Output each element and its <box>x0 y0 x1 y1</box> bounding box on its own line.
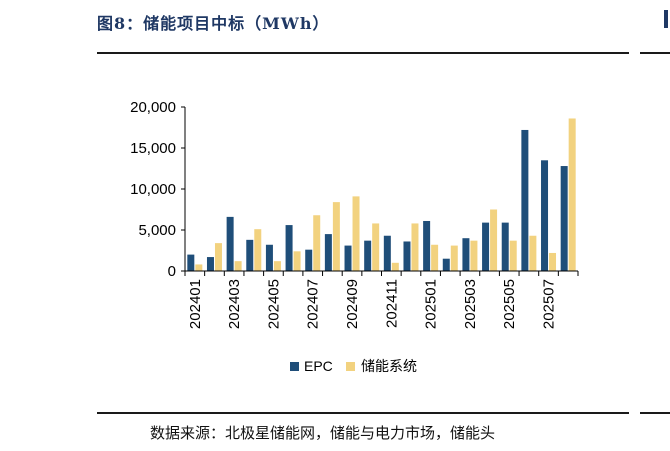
x-tick-label: 202505 <box>501 279 518 329</box>
bar-epc-202405 <box>265 244 273 271</box>
x-tick-label: 202401 <box>187 279 204 329</box>
bar-storage-202411 <box>391 262 399 271</box>
bar-storage-202407 <box>313 215 321 271</box>
next-column-marker <box>664 10 668 28</box>
x-tick-label: 202507 <box>541 279 558 329</box>
y-tick-label: 15,000 <box>130 140 176 157</box>
bar-storage-202409 <box>352 196 360 271</box>
bar-epc-202504 <box>482 222 490 271</box>
x-tick-label: 202403 <box>226 279 243 329</box>
bar-storage-202501 <box>431 244 439 271</box>
x-tick-label: 202503 <box>462 279 479 329</box>
bar-storage-202410 <box>372 223 380 271</box>
bar-storage-202503 <box>470 240 478 271</box>
bar-epc-202411 <box>383 235 391 271</box>
bar-epc-202501 <box>423 220 431 271</box>
bar-storage-202508 <box>568 118 576 271</box>
source-note: 数据来源：北极星储能网，储能与电力市场，储能头 <box>150 424 496 442</box>
bar-epc-202505 <box>501 222 509 271</box>
bar-epc-202503 <box>462 238 470 271</box>
legend: EPC 储能系统 <box>290 358 417 374</box>
bar-epc-202506 <box>521 129 529 271</box>
bar-storage-202507 <box>549 252 557 271</box>
bar-storage-202405 <box>273 261 281 271</box>
bar-storage-202403 <box>234 261 242 271</box>
bar-series <box>187 118 576 271</box>
bar-storage-202404 <box>254 229 262 271</box>
legend-label-storage: 储能系统 <box>361 358 417 374</box>
bar-storage-202412 <box>411 223 419 271</box>
legend-swatch-storage <box>346 362 355 371</box>
bar-storage-202401 <box>195 264 203 271</box>
bar-storage-202408 <box>332 202 340 271</box>
bar-storage-202502 <box>450 245 458 271</box>
bar-epc-202409 <box>344 245 352 271</box>
bar-storage-202506 <box>529 235 537 271</box>
chart-title: 图8：储能项目中标（MWh） <box>97 14 330 33</box>
bar-epc-202401 <box>187 254 195 271</box>
bar-storage-202402 <box>214 243 222 271</box>
bar-epc-202410 <box>364 240 372 271</box>
bottom-rule-right <box>640 412 670 414</box>
bottom-rule <box>97 412 629 414</box>
bar-storage-202505 <box>509 240 517 271</box>
x-axis-ticks: 202401 202403 202405 202407 202409 202411 2025… <box>184 271 579 329</box>
legend-swatch-epc <box>290 362 299 371</box>
bar-epc-202502 <box>442 258 450 271</box>
bar-epc-202408 <box>324 234 332 271</box>
top-rule-right <box>640 52 670 54</box>
bar-epc-202407 <box>305 249 313 271</box>
x-tick-label: 202409 <box>344 279 361 329</box>
top-rule <box>97 52 629 54</box>
y-tick-label: 10,000 <box>130 181 176 198</box>
bar-epc-202403 <box>226 216 234 271</box>
legend-label-epc: EPC <box>304 358 333 374</box>
x-tick-label: 202407 <box>305 279 322 329</box>
bar-storage-202406 <box>293 251 301 271</box>
y-tick-label: 5,000 <box>138 222 176 239</box>
y-tick-label: 0 <box>168 263 176 280</box>
y-axis-ticks: 0 5,000 10,000 15,000 20,000 <box>130 99 185 280</box>
bar-epc-202412 <box>403 241 411 271</box>
bar-epc-202406 <box>285 225 293 271</box>
y-tick-label: 20,000 <box>130 99 176 116</box>
bar-epc-202507 <box>541 160 549 271</box>
x-tick-label: 202411 <box>383 279 400 328</box>
bar-epc-202402 <box>206 257 214 271</box>
x-tick-label: 202405 <box>265 279 282 329</box>
bar-epc-202404 <box>246 239 254 271</box>
bar-epc-202508 <box>560 166 568 271</box>
x-tick-label: 202501 <box>423 279 440 329</box>
bar-storage-202504 <box>490 209 498 271</box>
